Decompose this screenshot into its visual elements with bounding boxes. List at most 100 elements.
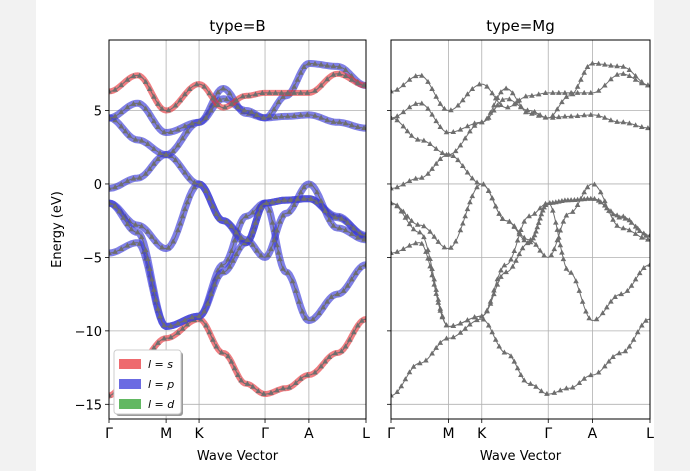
band-7-marker: [464, 123, 471, 129]
band-4-marker: [484, 308, 490, 314]
band-7-marker: [336, 63, 343, 69]
band-4-marker: [439, 313, 446, 319]
band-4-marker: [464, 317, 471, 323]
band-1-marker: [410, 363, 417, 369]
band-2-marker: [243, 213, 249, 219]
band-6-marker: [184, 128, 191, 134]
band-5-marker: [326, 216, 333, 222]
band-4-marker: [479, 313, 485, 319]
band-4-marker: [138, 234, 145, 240]
band-1-marker: [203, 322, 209, 328]
band-8-marker: [489, 90, 495, 96]
band-5-marker: [109, 185, 112, 191]
band-5-marker: [412, 175, 419, 181]
band-5-marker: [228, 223, 235, 229]
band-3-marker: [586, 315, 592, 321]
band-7-marker: [578, 76, 584, 82]
band-8-marker: [632, 76, 639, 82]
band-6-marker: [324, 117, 330, 123]
legend-label-p: l = p: [148, 378, 174, 391]
band-5-marker: [147, 165, 153, 171]
band-5-marker: [213, 210, 220, 216]
band-4-marker: [226, 263, 233, 269]
band-7-marker: [196, 119, 202, 125]
band-8-marker: [252, 91, 259, 97]
band-3-marker: [284, 269, 291, 275]
band-1-marker: [602, 363, 608, 369]
band-8-marker: [210, 95, 216, 101]
band-4-marker: [394, 203, 400, 209]
x-tick-label-Γ: Γ: [544, 426, 552, 442]
band-4-marker: [487, 300, 494, 306]
band-2-marker: [412, 240, 419, 246]
band-1-marker: [639, 322, 645, 328]
band-4-marker: [151, 286, 157, 292]
band-4-marker: [641, 230, 647, 236]
band-4-marker: [182, 317, 188, 323]
band-8-line: [109, 73, 366, 112]
band-1-marker: [218, 349, 225, 355]
band-6-marker: [608, 117, 614, 123]
band-3-marker: [579, 298, 586, 304]
band-5-marker: [155, 156, 161, 161]
band-5-marker: [361, 236, 366, 242]
band-5-marker: [584, 184, 591, 190]
x-tick-label-M: M: [160, 426, 172, 442]
band-4-marker: [647, 232, 650, 238]
band-7-marker: [437, 124, 444, 129]
band-1-marker: [179, 325, 186, 331]
band-1-marker: [489, 329, 495, 335]
band-4-marker: [503, 269, 509, 275]
band-6-marker: [645, 125, 650, 131]
band-7-marker: [450, 129, 457, 134]
band-3-marker: [145, 228, 151, 234]
band-6-marker: [118, 123, 124, 129]
band-8-marker: [425, 78, 431, 84]
band-2-marker: [498, 267, 504, 273]
band-8-marker: [284, 89, 291, 95]
band-4-marker: [230, 257, 236, 263]
band-3-marker: [441, 244, 448, 250]
x-tick-label-L: L: [362, 426, 370, 442]
band-1-marker: [286, 384, 293, 390]
band-5-marker: [314, 189, 320, 195]
band-6-marker: [602, 114, 608, 120]
band-8-marker: [297, 89, 304, 95]
band-4-marker: [215, 273, 221, 279]
band-5-marker: [632, 230, 639, 236]
band-4-marker: [519, 245, 526, 251]
band-7-marker: [118, 109, 124, 115]
band-1-marker: [474, 317, 480, 323]
band-1-marker: [155, 339, 161, 345]
band-4-marker: [120, 214, 127, 220]
band-5-marker: [271, 237, 277, 243]
legend-label-d: l = d: [148, 398, 175, 411]
band-1-marker: [238, 377, 244, 383]
band-6-marker: [433, 145, 439, 151]
band-5-marker: [136, 174, 143, 180]
band-7-marker: [425, 105, 431, 111]
band-3-marker: [560, 256, 567, 262]
band-3-marker: [363, 261, 366, 267]
band-5-marker: [419, 174, 425, 180]
x-axis-label: Wave Vector: [480, 449, 562, 464]
band-5-marker: [474, 179, 480, 185]
band-1-marker: [527, 380, 534, 386]
band-7-marker: [241, 107, 248, 113]
legend-swatch-s: [119, 359, 141, 369]
band-8-marker: [233, 97, 240, 103]
band-3-marker: [593, 316, 600, 322]
band-8-marker: [516, 97, 523, 103]
band-6-marker: [297, 112, 304, 118]
band-1-marker: [351, 329, 357, 335]
band-4-marker: [116, 208, 122, 214]
band-7-marker: [312, 60, 318, 66]
chart-title: type=B: [209, 17, 265, 35]
band-7-marker: [443, 129, 450, 135]
band-2-marker: [118, 246, 124, 251]
band-4-marker: [233, 251, 240, 257]
band-5-marker: [541, 252, 547, 258]
band-4-marker: [417, 229, 423, 235]
band-5-marker: [250, 241, 256, 247]
